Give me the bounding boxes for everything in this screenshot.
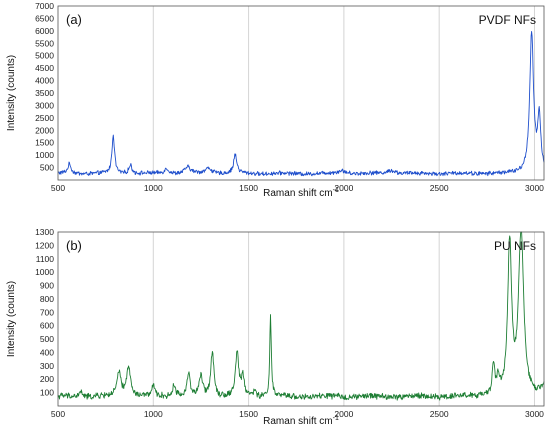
y-tick-label-a-1000: 1000 xyxy=(35,150,54,160)
series-label-a: PVDF NFs xyxy=(479,13,536,27)
y-tick-label-b-1200: 1200 xyxy=(35,240,54,250)
y-tick-label-b-200: 200 xyxy=(40,374,54,384)
spectrum-line-b xyxy=(57,231,545,401)
plot-frame-a xyxy=(57,5,545,181)
y-tick-label-b-900: 900 xyxy=(40,281,54,291)
y-tick-label-a-3500: 3500 xyxy=(35,88,54,98)
panel-a-pvdf: 500 1000 1500 2000 2500 3000 500 1000 1500 2000 25… xyxy=(6,1,545,199)
y-tick-label-b-500: 500 xyxy=(40,334,54,344)
x-axis-label-b: Raman shift cm-1 xyxy=(263,415,339,427)
y-tick-label-a-500: 500 xyxy=(40,163,54,173)
x-tick-label-b-3000: 3000 xyxy=(525,409,544,419)
x-tick-label-a-2500: 2500 xyxy=(430,183,449,193)
y-tick-label-b-400: 400 xyxy=(40,347,54,357)
y-tick-label-a-6000: 6000 xyxy=(35,26,54,36)
plot-frame-b xyxy=(57,231,545,407)
y-tick-label-a-4500: 4500 xyxy=(35,63,54,73)
x-tick-label-a-1000: 1000 xyxy=(144,183,163,193)
spectrum-line-a xyxy=(57,31,545,177)
x-tick-label-b-500: 500 xyxy=(51,409,65,419)
y-tick-label-b-300: 300 xyxy=(40,361,54,371)
y-tick-label-a-7000: 7000 xyxy=(35,1,54,11)
x-tick-label-b-2500: 2500 xyxy=(430,409,449,419)
plot-area-b xyxy=(58,232,544,406)
y-tick-label-a-5500: 5500 xyxy=(35,38,54,48)
x-tick-label-a-500: 500 xyxy=(51,183,65,193)
x-tick-label-a-3000: 3000 xyxy=(525,183,544,193)
x-tick-label-b-1000: 1000 xyxy=(144,409,163,419)
panel-b-pu: 500 1000 1500 2000 2500 3000 100 200 300 400 500 60… xyxy=(6,227,545,427)
y-tick-label-a-2000: 2000 xyxy=(35,125,54,135)
x-axis-label-a: Raman shift cm-1 xyxy=(263,187,339,199)
y-axis-label-b: Intensity (counts) xyxy=(6,281,17,357)
plot-area-a xyxy=(58,6,544,180)
y-tick-label-b-600: 600 xyxy=(40,321,54,331)
y-tick-label-a-6500: 6500 xyxy=(35,13,54,23)
panel-label-a: (a) xyxy=(66,12,82,27)
panel-label-b: (b) xyxy=(66,238,82,253)
y-tick-label-b-1000: 1000 xyxy=(35,267,54,277)
y-tick-label-b-700: 700 xyxy=(40,307,54,317)
y-tick-label-a-2500: 2500 xyxy=(35,113,54,123)
y-tick-label-b-100: 100 xyxy=(40,388,54,398)
x-tick-label-b-2000: 2000 xyxy=(334,409,353,419)
x-tick-label-a-1500: 1500 xyxy=(239,183,258,193)
series-label-b: PU NFs xyxy=(494,239,536,253)
x-tick-label-b-1500: 1500 xyxy=(239,409,258,419)
y-tick-label-a-3000: 3000 xyxy=(35,100,54,110)
y-axis-label-a: Intensity (counts) xyxy=(6,55,17,131)
y-tick-label-b-1100: 1100 xyxy=(36,254,55,264)
y-tick-label-b-1300: 1300 xyxy=(35,227,54,237)
y-tick-label-a-5000: 5000 xyxy=(35,51,54,61)
y-tick-label-b-800: 800 xyxy=(40,294,54,304)
y-tick-label-a-1500: 1500 xyxy=(35,138,54,148)
y-tick-label-a-4000: 4000 xyxy=(35,76,54,86)
x-tick-label-a-2000: 2000 xyxy=(334,183,353,193)
